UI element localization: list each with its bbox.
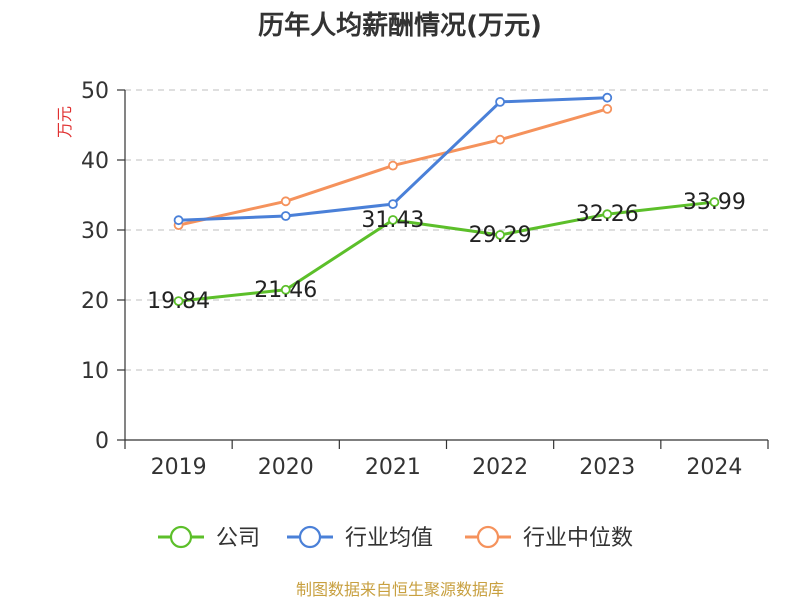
legend: 公司 行业均值 行业中位数 (158, 525, 633, 551)
point-0-2019 (173, 296, 184, 307)
point-1-2020 (280, 211, 291, 221)
legend-marker-1 (298, 525, 322, 549)
legend-marker-0 (169, 525, 193, 549)
y-tick-label-10: 10 (81, 359, 109, 384)
data-labels: 19.84 21.46 31.43 29.29 32.26 33.99 (147, 190, 746, 314)
x-tick-label-2021: 2021 (365, 455, 421, 480)
x-tick-label-2022: 2022 (472, 455, 528, 480)
legend-item-2: 行业中位数 (465, 525, 633, 551)
point-0-2022 (495, 230, 505, 240)
legend-item-1: 行业均值 (287, 525, 433, 551)
point-2-2021 (388, 160, 398, 171)
axes: 0 10 20 30 40 50 2019 2020 2021 2022 2023 2024 (81, 79, 769, 480)
grid-lines (125, 89, 768, 371)
point-2-2020 (280, 196, 291, 207)
point-1-2021 (388, 199, 398, 210)
point-0-2021 (388, 215, 398, 225)
point-2-2022 (495, 134, 505, 145)
legend-marker-2 (476, 525, 500, 549)
series-0 (173, 197, 720, 307)
y-tick-label-0: 0 (95, 429, 109, 454)
x-tick-label-2020: 2020 (258, 455, 314, 480)
y-tick-label-40: 40 (81, 149, 109, 174)
data-label-2023: 32.26 (576, 202, 639, 227)
chart-title: 历年人均薪酬情况(万元) (258, 10, 542, 41)
x-tick-label-2024: 2024 (686, 455, 742, 480)
legend-label-0: 公司 (216, 526, 260, 551)
legend-item-0: 公司 (158, 525, 260, 551)
y-tick-label-20: 20 (81, 289, 109, 314)
point-0-2020 (280, 284, 291, 295)
series-line-0 (178, 200, 715, 303)
series-1 (173, 92, 613, 226)
x-tick-label-2023: 2023 (579, 455, 635, 480)
x-tick-label-2019: 2019 (151, 455, 207, 480)
series-lines (173, 92, 720, 307)
y-tick-label-50: 50 (81, 79, 109, 104)
series-2 (173, 104, 613, 231)
legend-label-1: 行业均值 (345, 526, 433, 551)
point-0-2024 (709, 197, 720, 207)
data-label-2020: 21.46 (254, 278, 317, 303)
point-2-2023 (602, 104, 613, 114)
data-label-2019: 19.84 (147, 289, 210, 314)
source-note: 制图数据来自恒生聚源数据库 (296, 580, 504, 599)
y-tick-label-30: 30 (81, 219, 109, 244)
data-label-2024: 33.99 (683, 190, 746, 215)
point-1-2023 (602, 92, 613, 103)
data-label-2022: 29.29 (469, 223, 532, 248)
point-1-2022 (495, 97, 505, 107)
data-label-2021: 31.43 (361, 208, 424, 233)
point-0-2023 (602, 209, 613, 220)
y-axis-label: 万元 (55, 106, 74, 138)
legend-label-2: 行业中位数 (523, 526, 633, 551)
point-1-2019 (173, 215, 184, 226)
